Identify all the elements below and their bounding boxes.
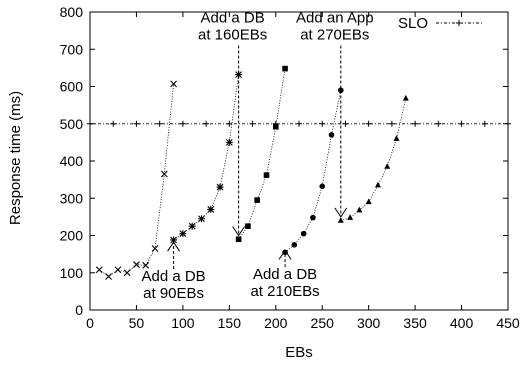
data-point — [226, 120, 233, 127]
annotation-text: at 160EBs — [198, 27, 267, 44]
data-point — [151, 245, 159, 252]
annotation-arrowhead-2 — [278, 249, 292, 260]
data-point — [197, 215, 205, 223]
data-point — [296, 120, 302, 127]
data-point — [142, 261, 150, 269]
x-tick-label: 0 — [86, 315, 94, 331]
series-line-0 — [99, 83, 174, 277]
data-point — [319, 120, 326, 127]
y-tick-label: 0 — [75, 302, 83, 318]
x-tick-label: 100 — [171, 315, 195, 331]
data-point — [505, 120, 511, 127]
x-tick-label: 50 — [129, 315, 145, 331]
data-point — [328, 132, 335, 138]
data-point — [282, 65, 288, 72]
data-point — [254, 197, 260, 203]
data-point — [207, 205, 215, 213]
data-point — [272, 120, 279, 127]
data-point — [291, 242, 298, 248]
data-point — [412, 120, 419, 127]
data-point — [87, 120, 93, 127]
data-point — [337, 217, 344, 223]
data-point — [235, 236, 242, 243]
y-tick-label: 200 — [60, 228, 84, 244]
data-point — [216, 183, 224, 191]
data-point — [388, 120, 395, 127]
x-tick-label: 150 — [218, 315, 242, 331]
x-tick-label: 300 — [357, 315, 381, 331]
data-point — [95, 266, 103, 274]
data-point — [225, 138, 233, 146]
annotation-text: at 90EBs — [143, 285, 204, 302]
data-point — [384, 163, 391, 169]
data-point — [282, 249, 288, 256]
data-point — [160, 170, 168, 178]
x-tick-label: 400 — [450, 315, 474, 331]
data-point — [179, 120, 186, 127]
data-point — [156, 120, 163, 127]
y-axis-label: Response time (ms) — [7, 91, 24, 225]
legend-label: SLO — [398, 15, 428, 32]
data-point — [338, 87, 344, 94]
data-point — [342, 120, 349, 127]
data-point — [203, 120, 210, 127]
plot-area: 0 50 100 150 200 250 300 350 400 450 0 100 200 300 400… — [60, 4, 520, 331]
series-line-2 — [238, 68, 286, 240]
data-point — [170, 80, 177, 88]
data-point — [110, 120, 117, 127]
annotation-text: at 270EBs — [300, 27, 369, 44]
data-point — [356, 206, 363, 213]
annotation-arrowhead-0 — [167, 241, 181, 252]
data-point — [481, 120, 488, 127]
y-tick-label: 400 — [60, 153, 84, 169]
y-tick-label: 700 — [60, 41, 84, 57]
data-point — [458, 120, 465, 127]
data-point — [123, 269, 131, 277]
annotation-text: at 210EBs — [250, 283, 319, 300]
data-point — [393, 135, 400, 141]
annotation-arrowhead-1 — [232, 226, 246, 237]
data-point — [133, 261, 140, 268]
data-point — [365, 198, 372, 205]
legend-marker — [456, 20, 462, 26]
x-tick-label: 450 — [496, 315, 520, 331]
data-point — [188, 222, 196, 230]
data-point — [374, 181, 381, 188]
data-point — [310, 214, 316, 221]
x-tick-label: 250 — [311, 315, 335, 331]
annotation-arrowhead-3 — [334, 207, 348, 218]
annotation-text: Add a DB — [253, 266, 317, 283]
annotation-text: Add a DB — [201, 10, 265, 27]
data-point — [347, 214, 354, 220]
annotation-text: Add a DB — [141, 268, 205, 285]
x-tick-label: 350 — [403, 315, 427, 331]
data-point — [435, 120, 442, 127]
data-point — [114, 266, 122, 274]
y-tick-label: 500 — [60, 116, 84, 132]
data-point — [245, 223, 251, 229]
series-line-4 — [340, 98, 407, 221]
y-tick-label: 800 — [60, 4, 84, 20]
y-tick-label: 300 — [60, 190, 84, 206]
data-point — [170, 236, 178, 244]
data-point — [263, 172, 270, 178]
series-line-3 — [284, 90, 342, 253]
series-line-1 — [173, 74, 239, 241]
data-point — [249, 120, 256, 127]
data-point — [300, 230, 307, 237]
data-point — [235, 71, 243, 79]
data-point — [365, 120, 372, 127]
data-point — [402, 94, 409, 101]
x-tick-label: 200 — [264, 315, 288, 331]
annotation-text: Add an App — [296, 10, 374, 27]
x-axis-label: EBs — [285, 344, 313, 361]
data-point — [319, 183, 326, 190]
y-tick-label: 100 — [60, 265, 84, 281]
data-point — [133, 120, 140, 127]
y-tick-label: 600 — [60, 79, 84, 95]
data-point — [179, 230, 187, 238]
data-point — [105, 273, 112, 280]
